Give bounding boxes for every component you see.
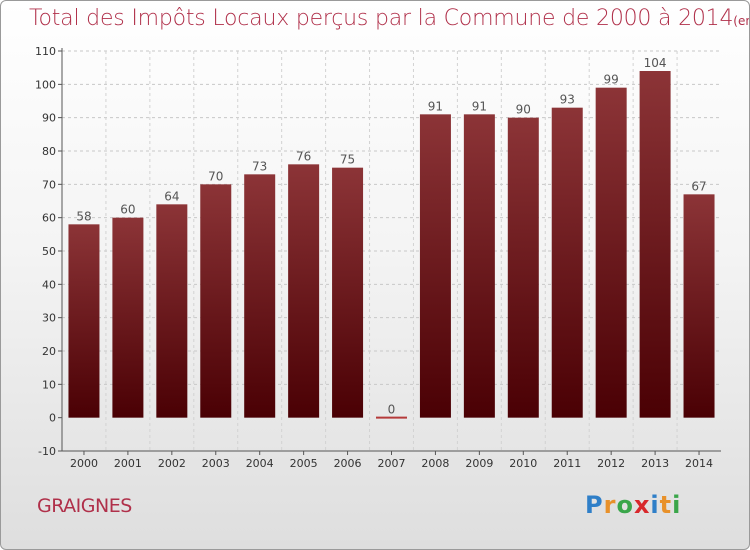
value-label: 90 <box>516 103 531 117</box>
value-label: 60 <box>120 203 135 217</box>
bar <box>244 174 276 418</box>
proxiti-logo: Proxiti <box>585 491 681 519</box>
y-tick-label: 80 <box>42 145 56 158</box>
y-tick-label: 20 <box>42 345 56 358</box>
value-label: 58 <box>76 209 91 223</box>
bar <box>200 184 232 418</box>
x-tick-label: 2007 <box>378 457 406 470</box>
bar <box>551 107 583 418</box>
bar <box>112 217 144 418</box>
y-tick-label: 40 <box>42 278 56 291</box>
chart-title: Total des Impôts Locaux perçus par la Co… <box>29 6 734 31</box>
logo-letter: i <box>672 491 682 519</box>
logo-letter: o <box>616 491 634 519</box>
y-tick-label: 50 <box>42 245 56 258</box>
bar <box>332 167 364 418</box>
bar <box>156 204 188 418</box>
value-label: 75 <box>340 153 355 167</box>
x-tick-label: 2014 <box>685 457 713 470</box>
value-label: 70 <box>208 169 223 183</box>
commune-name: GRAIGNES <box>37 495 132 517</box>
y-tick-label: 10 <box>42 378 56 391</box>
x-tick-label: 2013 <box>641 457 669 470</box>
x-tick-label: 2010 <box>509 457 537 470</box>
bar <box>419 114 451 418</box>
x-tick-label: 2001 <box>114 457 142 470</box>
bars <box>68 71 715 419</box>
x-tick-label: 2000 <box>70 457 98 470</box>
bar <box>288 164 320 418</box>
y-tick-label: 70 <box>42 178 56 191</box>
value-label: 73 <box>252 159 267 173</box>
value-label: 76 <box>296 149 311 163</box>
bar <box>639 71 671 418</box>
bar <box>507 117 539 418</box>
value-label: 93 <box>560 93 575 107</box>
logo-letter: x <box>633 491 651 519</box>
logo-letter: P <box>585 491 604 519</box>
y-tick-label: 60 <box>42 212 56 225</box>
x-tick-label: 2005 <box>290 457 318 470</box>
x-tick-label: 2006 <box>334 457 362 470</box>
x-tick-label: 2012 <box>597 457 625 470</box>
x-tick-label: 2011 <box>553 457 581 470</box>
x-tick-label: 2003 <box>202 457 230 470</box>
value-label: 0 <box>388 403 396 417</box>
chart-title-block: Total des Impôts Locaux perçus par la Co… <box>29 6 749 31</box>
tick-labels: -10 0 10 20 30 40 50 60 70 80 90 100 110 2000 2001 2002… <box>35 45 713 470</box>
x-tick-label: 2002 <box>158 457 186 470</box>
y-tick-label: -10 <box>38 445 56 458</box>
y-tick-label: 30 <box>42 312 56 325</box>
value-label: 104 <box>644 56 667 70</box>
bar <box>68 224 100 418</box>
value-label: 99 <box>604 73 619 87</box>
y-tick-label: 110 <box>35 45 56 58</box>
bar <box>463 114 495 418</box>
chart-subtitle: (en milliers d'€) <box>733 14 749 28</box>
logo-letter: i <box>650 491 660 519</box>
y-tick-label: 0 <box>49 412 56 425</box>
x-tick-label: 2008 <box>421 457 449 470</box>
value-label: 91 <box>472 99 487 113</box>
axes <box>58 48 721 455</box>
value-labels: 58 60 64 70 73 76 75 0 91 91 90 93 99 104 67 <box>76 56 706 417</box>
value-label: 64 <box>164 189 179 203</box>
logo-letter: r <box>603 491 617 519</box>
bar <box>595 87 627 418</box>
y-tick-label: 90 <box>42 112 56 125</box>
bar <box>683 194 715 418</box>
value-label: 91 <box>428 99 443 113</box>
logo-letter: t <box>659 491 673 519</box>
x-tick-label: 2009 <box>465 457 493 470</box>
value-label: 67 <box>691 179 706 193</box>
y-tick-label: 100 <box>35 78 56 91</box>
x-tick-label: 2004 <box>246 457 274 470</box>
